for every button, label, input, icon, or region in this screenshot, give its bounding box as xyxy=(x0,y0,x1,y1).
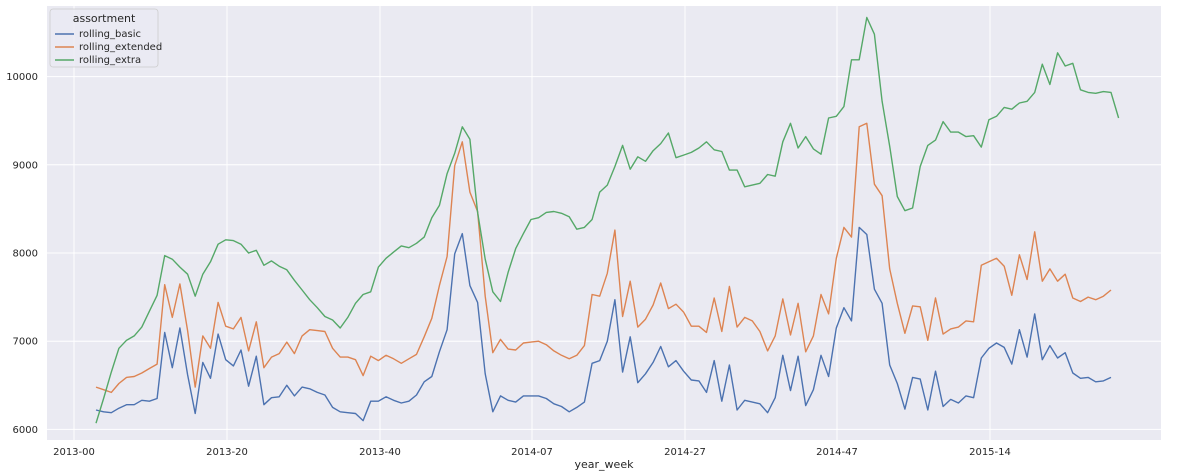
x-tick-labels: 2013-00 2013-20 2013-40 2014-07 2014-27 2014-… xyxy=(53,447,1011,458)
y-tick-label: 8000 xyxy=(13,248,38,259)
y-tick-label: 6000 xyxy=(13,425,38,436)
y-tick-labels: 6000 7000 8000 9000 10000 xyxy=(6,72,38,436)
legend-label-rolling-extra: rolling_extra xyxy=(79,55,141,66)
legend-box xyxy=(49,8,159,68)
series-line-rolling-basic xyxy=(95,226,1112,422)
series-lines xyxy=(95,16,1120,424)
x-tick-label: 2013-20 xyxy=(206,447,248,458)
x-tick-label: 2015-14 xyxy=(969,447,1011,458)
x-tick-label: 2014-47 xyxy=(816,447,858,458)
legend-label-rolling-extended: rolling_extended xyxy=(79,42,162,53)
grid-lines xyxy=(47,6,1161,440)
plot-background xyxy=(47,6,1161,440)
legend-title: assortment xyxy=(73,12,136,25)
series-line-rolling-extra xyxy=(95,16,1120,424)
x-axis-title: year_week xyxy=(575,458,635,471)
x-tick-label: 2014-27 xyxy=(664,447,706,458)
x-tick-label: 2014-07 xyxy=(511,447,553,458)
legend-label-rolling-basic: rolling_basic xyxy=(79,29,141,40)
x-tick-label: 2013-40 xyxy=(359,447,401,458)
legend: assortment rolling_basic rolling_extende… xyxy=(49,8,162,68)
x-tick-label: 2013-00 xyxy=(53,447,95,458)
y-tick-label: 7000 xyxy=(13,337,38,348)
y-tick-label: 9000 xyxy=(13,160,38,171)
y-tick-label: 10000 xyxy=(6,72,38,83)
series-line-rolling-extended xyxy=(95,122,1112,394)
